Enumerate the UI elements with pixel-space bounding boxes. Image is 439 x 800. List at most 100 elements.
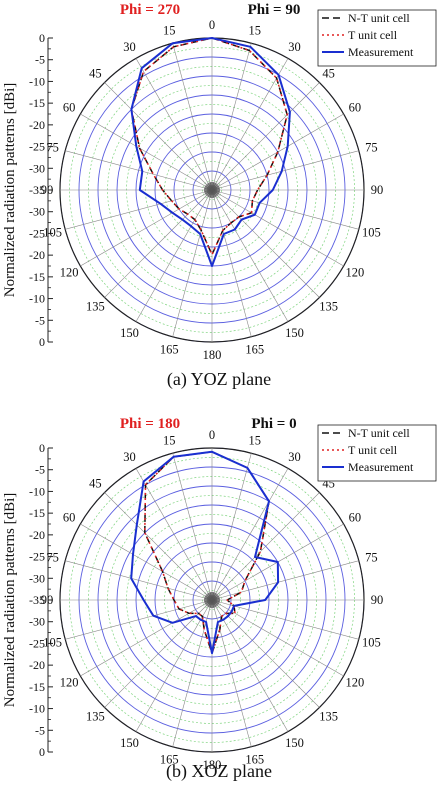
series-line-n-t-unit-cell bbox=[130, 37, 288, 256]
radial-tick-label: -15 bbox=[29, 270, 45, 284]
angle-label: 105 bbox=[43, 636, 62, 650]
radial-spoke bbox=[211, 599, 359, 640]
angle-label: 90 bbox=[371, 593, 384, 607]
y-axis-label: Normalized radiation patterns [dBi] bbox=[2, 83, 18, 298]
angle-label: 135 bbox=[86, 710, 105, 724]
radial-spoke bbox=[172, 599, 213, 747]
angle-label: 0 bbox=[209, 18, 215, 32]
radial-tick-label: -20 bbox=[29, 658, 45, 672]
angle-label: 0 bbox=[209, 428, 215, 442]
radial-tick-label: -30 bbox=[29, 205, 45, 219]
radial-spoke bbox=[172, 189, 213, 337]
angle-label: 165 bbox=[245, 752, 264, 766]
angle-label: 75 bbox=[365, 550, 378, 564]
radial-spoke bbox=[211, 189, 289, 322]
angle-label: 15 bbox=[248, 24, 261, 38]
angle-label: 75 bbox=[365, 140, 378, 154]
radial-spoke bbox=[65, 599, 213, 640]
radial-tick-label: -10 bbox=[29, 484, 45, 498]
angle-label: 60 bbox=[63, 101, 76, 115]
radial-tick-label: -5 bbox=[35, 723, 45, 737]
legend-box bbox=[317, 424, 437, 482]
angle-label: 165 bbox=[160, 752, 179, 766]
radial-tick-label: -30 bbox=[29, 615, 45, 629]
radial-spoke bbox=[80, 189, 213, 267]
legend-entry: Measurement bbox=[348, 460, 414, 474]
angle-label: 60 bbox=[349, 101, 362, 115]
radial-spoke bbox=[211, 189, 252, 337]
angle-label: 15 bbox=[248, 434, 261, 448]
radial-tick-label: -25 bbox=[29, 550, 45, 564]
angle-label: 120 bbox=[60, 266, 79, 280]
angle-label: 150 bbox=[285, 326, 304, 340]
angle-label: 15 bbox=[163, 24, 176, 38]
angle-label: 105 bbox=[362, 226, 381, 240]
radial-tick-label: -25 bbox=[29, 140, 45, 154]
polar-chart-2: 0 153045607590105120135150165180165150135… bbox=[2, 416, 437, 782]
radial-spoke bbox=[65, 189, 213, 230]
radial-tick-label: 0 bbox=[39, 31, 45, 45]
angle-label: 45 bbox=[89, 476, 102, 490]
angle-label: 30 bbox=[123, 40, 136, 54]
legend-box bbox=[317, 9, 437, 67]
radial-spoke bbox=[211, 150, 359, 191]
radial-spoke bbox=[211, 492, 320, 601]
radial-spoke bbox=[172, 43, 213, 191]
radial-tick-label: -20 bbox=[29, 248, 45, 262]
y-axis-label: Normalized radiation patterns [dBi] bbox=[2, 493, 18, 708]
angle-label: 105 bbox=[362, 636, 381, 650]
radial-spoke bbox=[211, 599, 320, 708]
radial-tick-label: -10 bbox=[29, 702, 45, 716]
radial-spoke bbox=[104, 189, 213, 298]
radial-spoke bbox=[211, 189, 344, 267]
angle-label: 180 bbox=[203, 758, 222, 772]
angle-label: 120 bbox=[346, 266, 365, 280]
angle-label: 30 bbox=[288, 40, 301, 54]
radial-spoke bbox=[211, 599, 289, 732]
radial-spoke bbox=[135, 58, 213, 191]
center-spoke bbox=[211, 182, 213, 191]
radial-tick-label: -5 bbox=[35, 313, 45, 327]
angle-label: 15 bbox=[163, 434, 176, 448]
angle-label: 120 bbox=[346, 676, 365, 690]
phi-left-label: Phi = 270 bbox=[120, 2, 180, 18]
angle-label: 30 bbox=[123, 450, 136, 464]
series-line-measurement bbox=[130, 37, 291, 267]
angle-label: 135 bbox=[86, 300, 105, 314]
angle-label: 135 bbox=[319, 710, 338, 724]
center-spoke bbox=[211, 592, 213, 601]
angle-label: 90 bbox=[41, 593, 54, 607]
radial-spoke bbox=[211, 58, 289, 191]
polar-chart-1: 0 153045607590105120135150165180165150135… bbox=[2, 2, 437, 390]
angle-label: 150 bbox=[120, 326, 139, 340]
radial-tick-label: 0 bbox=[39, 441, 45, 455]
radial-spoke bbox=[211, 560, 359, 601]
phi-right-label: Phi = 90 bbox=[248, 2, 301, 18]
radial-tick-label: -5 bbox=[35, 53, 45, 67]
radial-spoke bbox=[211, 43, 252, 191]
radial-spoke bbox=[172, 453, 213, 601]
radial-tick-label: -20 bbox=[29, 528, 45, 542]
legend-entry: N-T unit cell bbox=[348, 426, 410, 440]
radial-tick-label: -10 bbox=[29, 292, 45, 306]
legend-entry: T unit cell bbox=[348, 28, 398, 42]
radial-tick-label: -35 bbox=[29, 593, 45, 607]
angle-label: 165 bbox=[245, 342, 264, 356]
radial-tick-label: 0 bbox=[39, 335, 45, 349]
angle-label: 75 bbox=[46, 140, 59, 154]
radial-spoke bbox=[135, 189, 213, 322]
angle-label: 90 bbox=[371, 183, 384, 197]
radial-spoke bbox=[211, 82, 320, 191]
radial-tick-label: -10 bbox=[29, 74, 45, 88]
radial-spoke bbox=[211, 189, 320, 298]
radial-spoke bbox=[135, 599, 213, 732]
angle-label: 120 bbox=[60, 676, 79, 690]
figure-caption: (a) YOZ plane bbox=[167, 369, 271, 390]
radial-tick-label: 0 bbox=[39, 745, 45, 759]
angle-label: 60 bbox=[63, 511, 76, 525]
radial-spoke bbox=[135, 468, 213, 601]
radial-tick-label: -20 bbox=[29, 118, 45, 132]
angle-label: 150 bbox=[285, 736, 304, 750]
series-line-t-unit-cell bbox=[130, 37, 288, 256]
